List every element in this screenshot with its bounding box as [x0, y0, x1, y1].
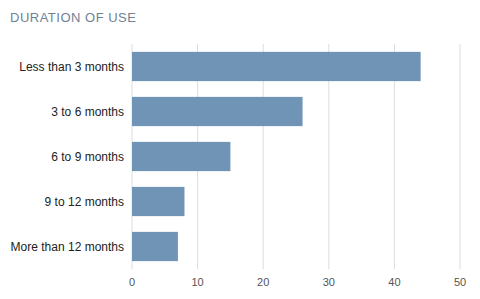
- bar: [132, 187, 184, 216]
- tick-label: 0: [129, 276, 135, 288]
- title: DURATION OF USE: [10, 10, 136, 25]
- bar: [132, 97, 303, 126]
- bar: [132, 52, 421, 81]
- tick-label: 10: [191, 276, 203, 288]
- grid: [132, 44, 460, 269]
- category-label: More than 12 months: [11, 240, 124, 254]
- bar: [132, 142, 230, 171]
- grid-line: [460, 44, 461, 269]
- category-label: Less than 3 months: [19, 60, 124, 74]
- tick-label: 50: [454, 276, 466, 288]
- category-label: 3 to 6 months: [51, 105, 124, 119]
- bar: [132, 232, 178, 261]
- tick-label: 30: [323, 276, 335, 288]
- bars: [132, 52, 421, 261]
- chart-container: DURATION OF USE 0 10 20 30 40 50 Less than 3 mo…: [0, 0, 480, 299]
- tick-label: 40: [388, 276, 400, 288]
- tick-label: 20: [257, 276, 269, 288]
- category-label: 6 to 9 months: [51, 150, 124, 164]
- chart: DURATION OF USE 0 10 20 30 40 50 Less than 3 mo…: [0, 0, 480, 299]
- category-label: 9 to 12 months: [45, 195, 124, 209]
